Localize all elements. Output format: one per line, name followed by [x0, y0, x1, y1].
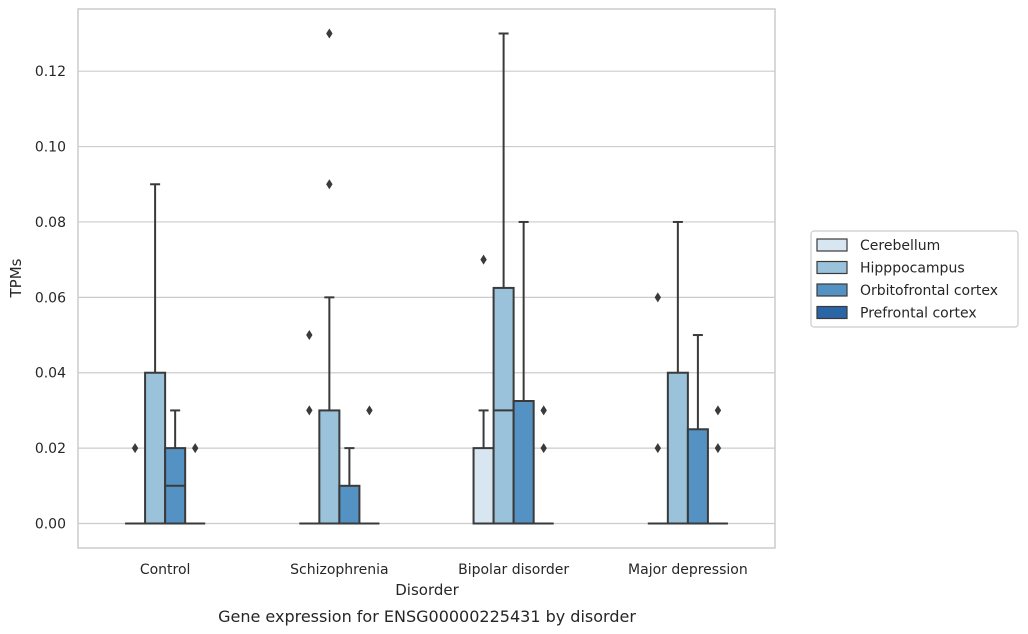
- box: [533, 405, 554, 525]
- outlier-point: [540, 405, 547, 416]
- box: [125, 443, 146, 525]
- x-axis-label: Disorder: [395, 581, 459, 599]
- box-body: [472, 447, 495, 525]
- box: [318, 28, 341, 525]
- box: [185, 443, 206, 525]
- outlier-point: [540, 443, 547, 454]
- legend-swatch: [816, 238, 848, 252]
- box-body: [666, 371, 689, 525]
- outlier-point: [714, 443, 722, 454]
- box: [338, 447, 361, 525]
- box-body: [492, 286, 515, 525]
- box: [144, 183, 167, 525]
- legend: Cerebellum Hipppocampus Orbitofrontal cort…: [810, 230, 1019, 328]
- box: [359, 405, 380, 525]
- y-tick-label: 0.06: [35, 290, 66, 306]
- legend-swatch: [816, 283, 848, 297]
- box: [707, 405, 728, 525]
- box-body: [318, 409, 341, 525]
- category-group: [299, 28, 380, 525]
- outlier-point: [366, 405, 373, 416]
- box-body: [144, 371, 167, 525]
- outlier-point: [654, 292, 662, 303]
- legend-label: Orbitofrontal cortex: [860, 283, 998, 299]
- legend-label: Hipppocampus: [860, 261, 965, 277]
- x-tick-label: Schizophrenia: [290, 562, 388, 578]
- y-tick-label: 0.00: [35, 517, 66, 533]
- y-tick-label: 0.12: [35, 64, 66, 80]
- outlier-point: [191, 443, 199, 454]
- outlier-point: [326, 28, 333, 39]
- box-body: [512, 400, 535, 525]
- x-tick-label: Bipolar disorder: [458, 562, 569, 578]
- legend-label: Prefrontal cortex: [860, 306, 977, 322]
- figure-caption: Gene expression for ENSG00000225431 by d…: [218, 607, 636, 626]
- y-tick-label: 0.02: [35, 441, 66, 457]
- outlier-point: [306, 405, 313, 416]
- x-tick-label: Control: [140, 562, 191, 578]
- legend-label: Cerebellum: [860, 238, 940, 254]
- outlier-point: [131, 443, 139, 454]
- box: [512, 220, 535, 525]
- category-group: [125, 183, 206, 525]
- box: [686, 334, 709, 525]
- y-tick-label: 0.10: [35, 140, 66, 156]
- box: [164, 409, 187, 525]
- outlier-point: [714, 405, 722, 416]
- category-group: [647, 220, 728, 525]
- y-tick-label: 0.04: [35, 366, 66, 382]
- outlier-point: [306, 330, 313, 341]
- box: [299, 330, 320, 525]
- category-group: [472, 32, 554, 525]
- box: [647, 292, 668, 525]
- outlier-point: [654, 443, 662, 454]
- y-axis-label: TPMs: [7, 258, 25, 298]
- y-tick-label: 0.08: [35, 215, 66, 231]
- plot-frame: [77, 8, 776, 549]
- legend-swatch: [816, 305, 848, 320]
- legend-swatch: [816, 260, 848, 275]
- x-tick-label: Major depression: [628, 562, 748, 578]
- outlier-point: [480, 254, 487, 265]
- outlier-point: [326, 179, 333, 190]
- x-tick-labels: Control Schizophrenia Bipolar disorder Majo…: [140, 562, 748, 578]
- legend-frame: [810, 230, 1019, 328]
- box-body: [338, 484, 361, 525]
- y-tick-labels: 0.00 0.02 0.04 0.06 0.08 0.10 0.12: [35, 64, 66, 532]
- box-groups: [125, 28, 728, 525]
- box-body: [686, 428, 709, 525]
